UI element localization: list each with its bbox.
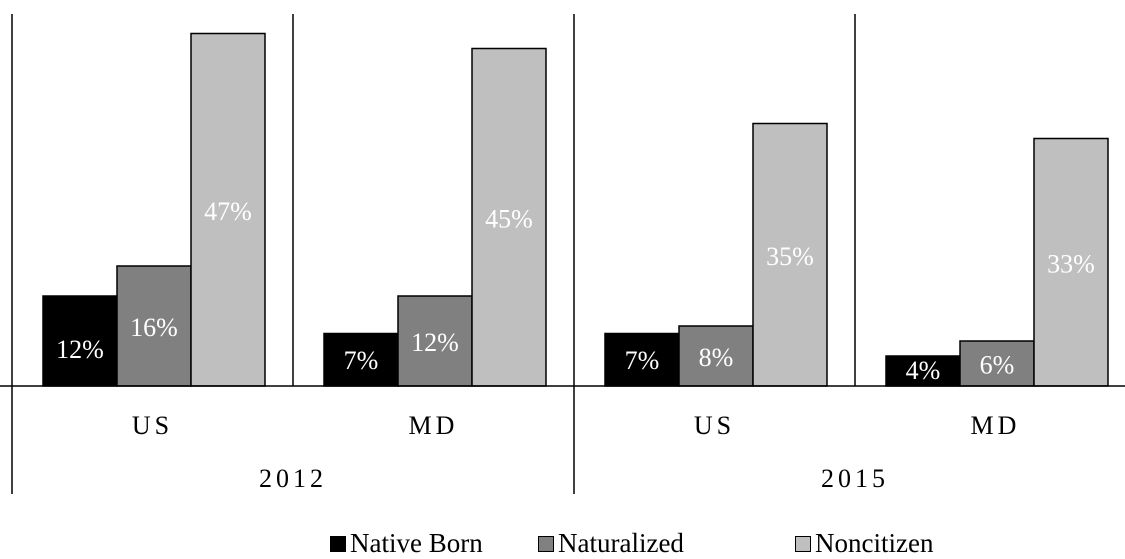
data-label-noncitizen-1: 45% xyxy=(485,204,533,233)
legend-label-native-born: Native Born xyxy=(350,528,483,558)
legend-label-naturalized: Naturalized xyxy=(558,528,684,558)
bar-noncitizen-3 xyxy=(1033,137,1109,387)
group-label-0: 2012 xyxy=(259,464,327,493)
legend-swatch-naturalized xyxy=(538,535,554,552)
category-label-0: US xyxy=(132,411,173,440)
data-label-native-born-3: 4% xyxy=(906,356,941,385)
bar-naturalized-3 xyxy=(959,340,1035,387)
bar-noncitizen-2 xyxy=(752,122,828,387)
labels-layer: 12% 7% 7% 4% 16% 12% 8% 6% 47% 45% 35% 33% US MD US MD 2… xyxy=(56,197,1095,493)
data-label-naturalized-2: 8% xyxy=(699,343,734,372)
group-label-1: 2015 xyxy=(821,464,889,493)
legend-item-naturalized: Naturalized xyxy=(538,528,684,559)
data-label-native-born-2: 7% xyxy=(625,346,660,375)
data-label-naturalized-3: 6% xyxy=(980,351,1015,380)
legend-swatch-native-born xyxy=(330,535,346,552)
bar-native-born-1 xyxy=(323,332,399,387)
legend-swatch-noncitizen xyxy=(795,535,811,552)
data-label-naturalized-0: 16% xyxy=(130,313,178,342)
bar-naturalized-1 xyxy=(397,295,473,387)
bar-noncitizen-1 xyxy=(471,47,547,387)
category-label-1: MD xyxy=(409,411,459,440)
data-label-native-born-0: 12% xyxy=(56,335,104,364)
bars-layer xyxy=(42,32,1109,387)
data-label-native-born-1: 7% xyxy=(344,346,379,375)
legend: Native Born Naturalized Noncitizen xyxy=(0,528,1125,558)
legend-item-native-born: Native Born xyxy=(330,528,483,559)
data-label-noncitizen-2: 35% xyxy=(766,242,814,271)
legend-label-noncitizen: Noncitizen xyxy=(815,528,934,558)
bar-native-born-0 xyxy=(42,295,118,387)
legend-item-noncitizen: Noncitizen xyxy=(795,528,933,559)
data-label-noncitizen-0: 47% xyxy=(204,197,252,226)
data-label-naturalized-1: 12% xyxy=(411,328,459,357)
axes-layer xyxy=(0,14,1125,494)
category-label-3: MD xyxy=(971,411,1021,440)
category-label-2: US xyxy=(694,411,735,440)
data-label-noncitizen-3: 33% xyxy=(1047,249,1095,278)
